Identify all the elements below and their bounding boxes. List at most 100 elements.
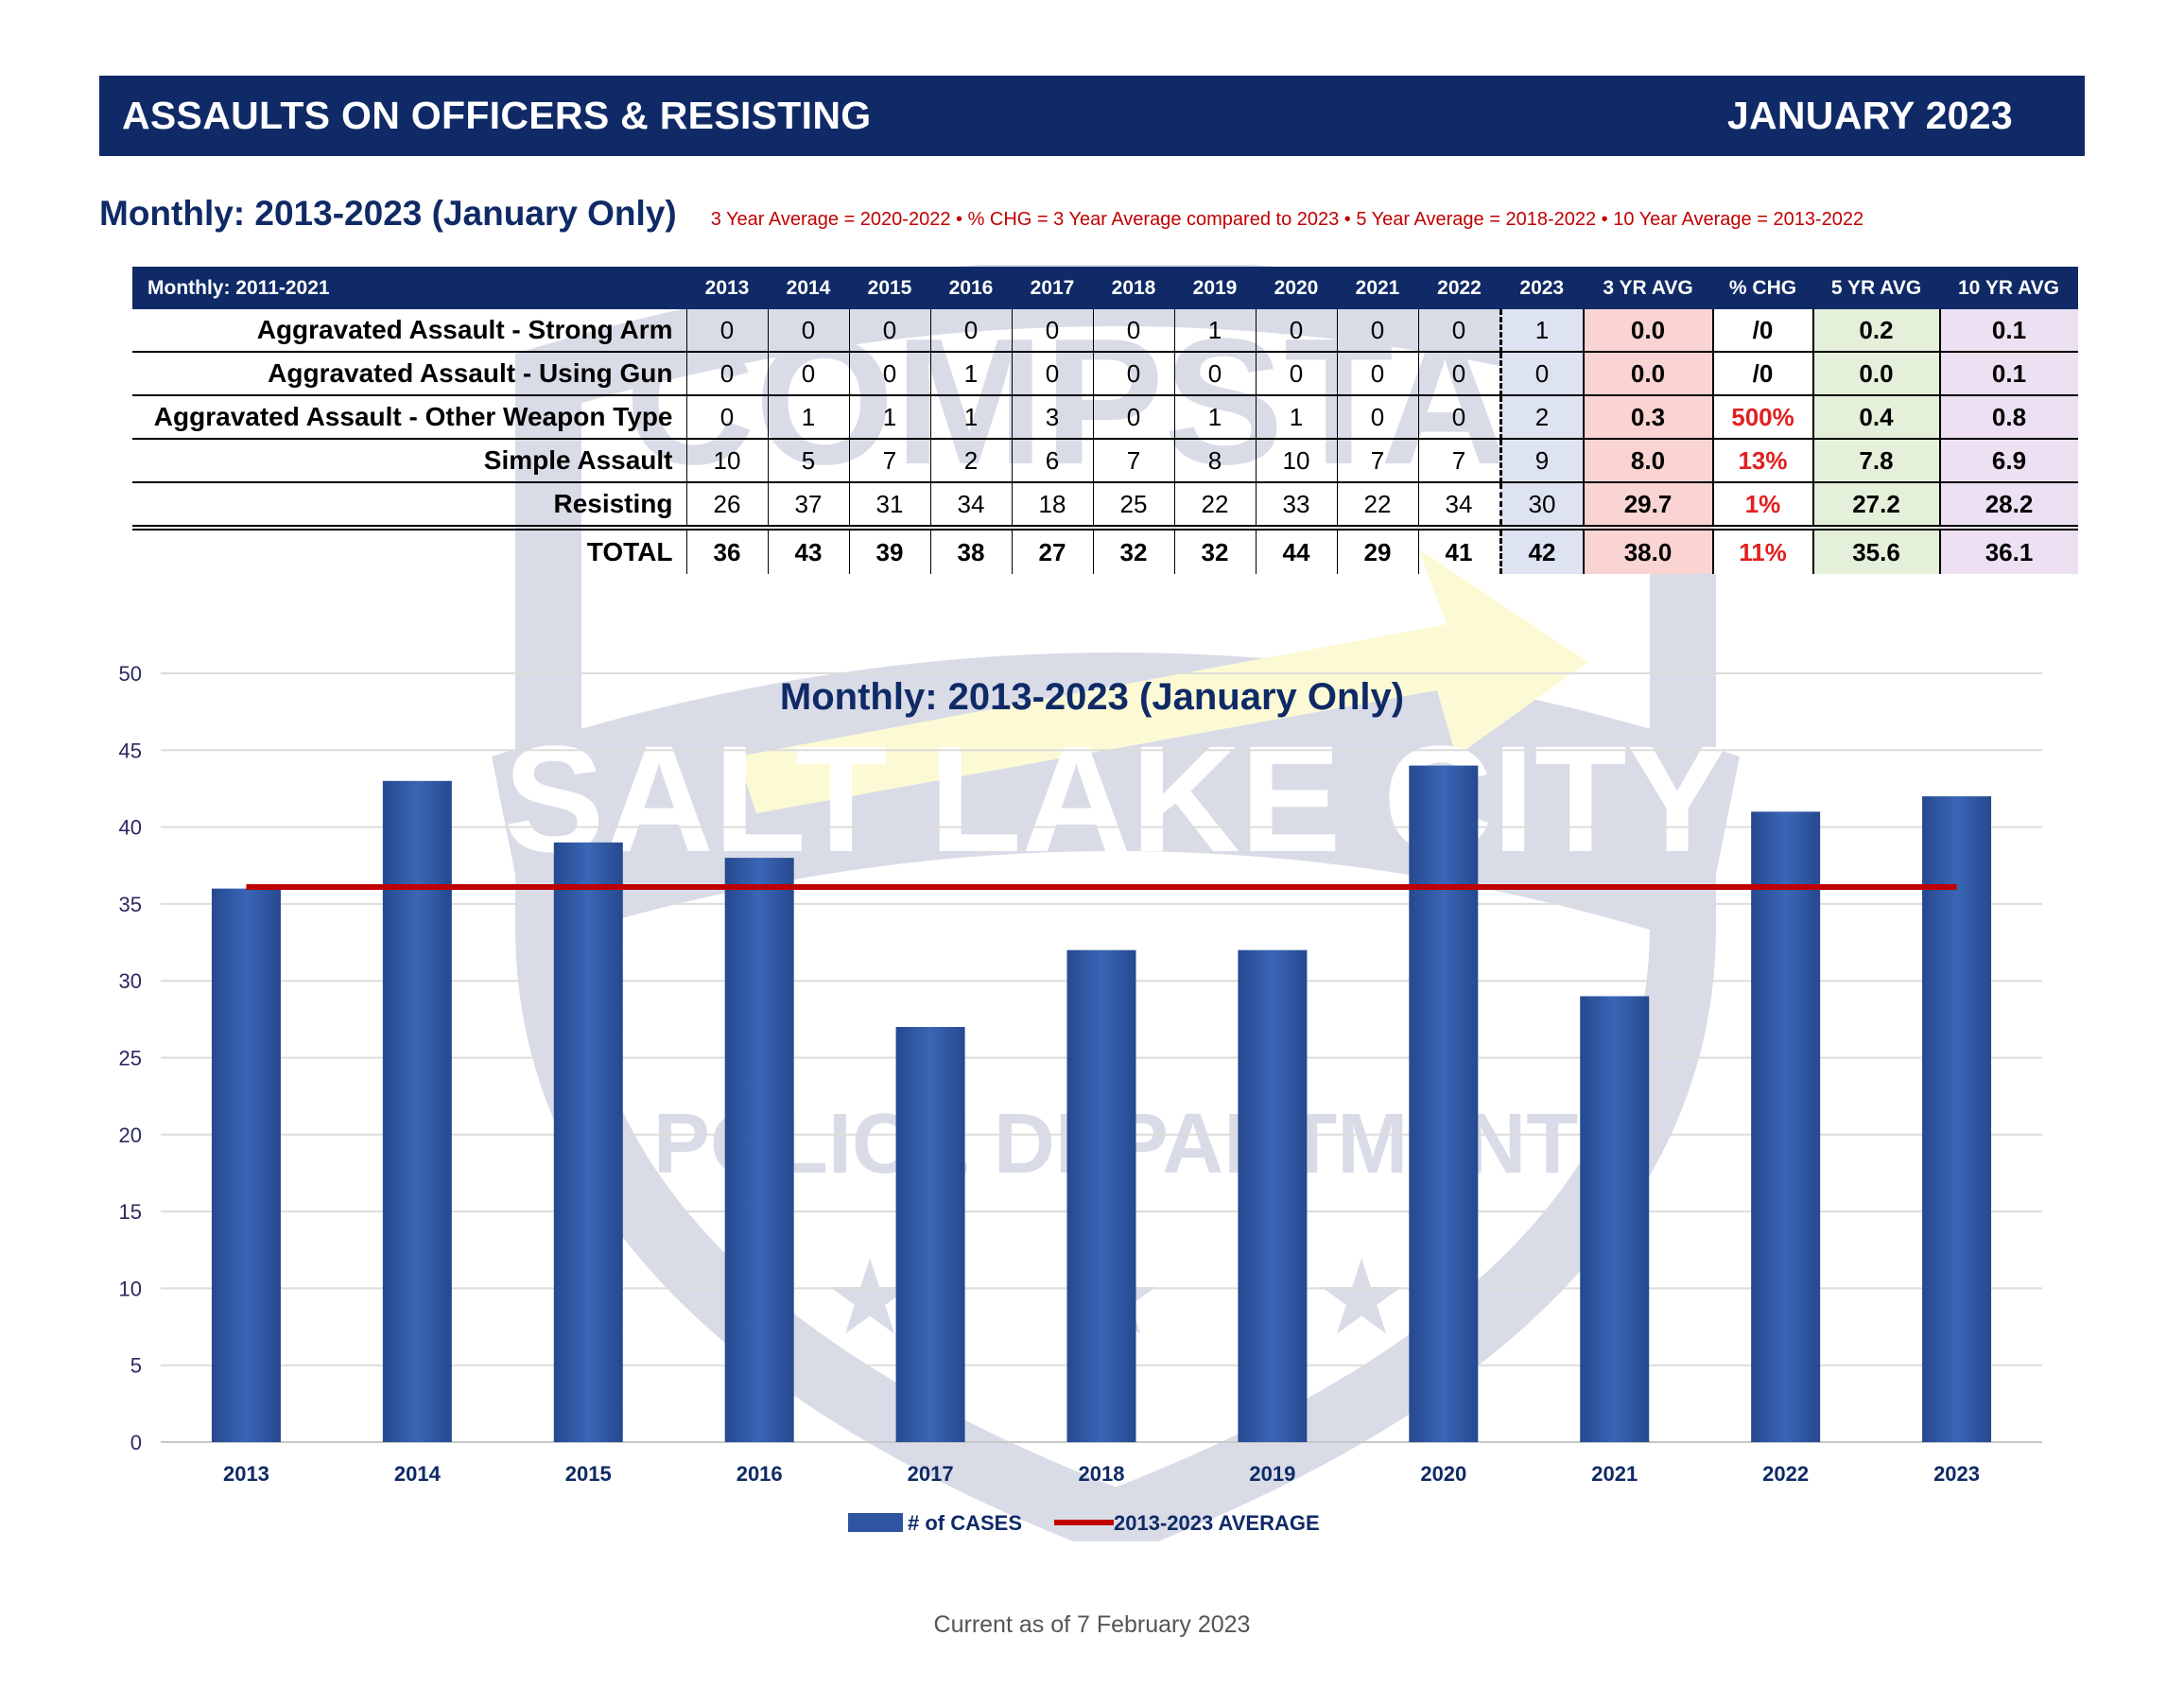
- year-value-cell: 31: [848, 482, 930, 529]
- three-year-average-cell: 8.0: [1582, 439, 1713, 483]
- year-value-cell: 9: [1499, 439, 1584, 483]
- three-year-average-cell: 0.3: [1582, 395, 1713, 440]
- y-tick-label: 25: [119, 1047, 142, 1070]
- year-value-cell: 3: [1011, 395, 1093, 440]
- row-label: Aggravated Assault - Using Gun: [132, 352, 686, 396]
- table-row-header: Monthly: 2011-2021: [132, 267, 686, 309]
- y-tick-label: 0: [130, 1431, 142, 1454]
- table-row: Aggravated Assault - Other Weapon Type 0 1…: [132, 395, 2078, 440]
- year-value-cell: 7: [1092, 439, 1174, 483]
- bar-chart: 0 5 10 15 20 25 30 35 40 45 50 Monthly: 2013-2023 (…: [119, 662, 2042, 1535]
- year-value-cell: 0: [1255, 352, 1337, 396]
- legend-swatch-cases: [848, 1513, 903, 1532]
- x-tick-label: 2014: [394, 1462, 442, 1486]
- year-value-cell: 0: [1173, 352, 1256, 396]
- x-tick-label: 2021: [1591, 1462, 1638, 1486]
- report-title: ASSAULTS ON OFFICERS & RESISTING: [122, 94, 872, 137]
- y-tick-label: 5: [130, 1354, 142, 1378]
- x-tick-label: 2016: [737, 1462, 783, 1486]
- five-year-average-cell: 0.4: [1811, 395, 1940, 440]
- total-row: TOTAL 36 43 39 38 27 32 32 44 29 41 42 38.0 11% 35.6 36…: [132, 525, 2078, 574]
- year-value-cell: 0: [1417, 352, 1500, 396]
- footer-date: Current as of 7 February 2023: [933, 1611, 1251, 1638]
- five-year-average-cell: 35.6: [1811, 525, 1940, 574]
- year-value-cell: 0: [767, 352, 849, 396]
- y-tick-label: 35: [119, 893, 142, 916]
- year-value-cell: 0: [1417, 309, 1500, 353]
- year-value-cell: 10: [685, 439, 768, 483]
- year-value-cell: 10: [1255, 439, 1337, 483]
- bar: [1409, 765, 1479, 1442]
- bar: [382, 780, 452, 1442]
- year-value-cell: 41: [1417, 525, 1500, 574]
- ten-year-average-cell: 0.1: [1938, 352, 2078, 396]
- percent-change-cell: 13%: [1711, 439, 1813, 483]
- y-tick-label: 30: [119, 969, 142, 993]
- bar: [553, 842, 623, 1442]
- year-value-cell: 5: [767, 439, 849, 483]
- year-value-cell: 7: [1336, 439, 1418, 483]
- year-value-cell: 34: [1417, 482, 1500, 529]
- column-header: 2021: [1337, 267, 1418, 309]
- averages-note: 3 Year Average = 2020-2022 • % CHG = 3 Y…: [710, 209, 1864, 230]
- year-value-cell: 1: [1255, 395, 1337, 440]
- column-header: 2015: [849, 267, 930, 309]
- percent-change-cell: 500%: [1711, 395, 1813, 440]
- ten-year-average-cell: 28.2: [1938, 482, 2078, 529]
- year-value-cell: 1: [1173, 395, 1256, 440]
- column-header: 2014: [768, 267, 849, 309]
- row-label: Aggravated Assault - Strong Arm: [132, 309, 686, 353]
- year-value-cell: 36: [685, 525, 768, 574]
- percent-change-cell: 11%: [1711, 525, 1813, 574]
- column-header: 2023: [1500, 267, 1584, 309]
- year-value-cell: 0: [1011, 352, 1093, 396]
- year-value-cell: 0: [1092, 352, 1174, 396]
- three-year-average-cell: 0.0: [1582, 352, 1713, 396]
- year-value-cell: 25: [1092, 482, 1174, 529]
- year-value-cell: 0: [685, 395, 768, 440]
- year-value-cell: 42: [1499, 525, 1584, 574]
- column-header: 2020: [1256, 267, 1337, 309]
- column-header: 5 YR AVG: [1812, 267, 1940, 309]
- bar: [895, 1026, 965, 1442]
- year-value-cell: 32: [1173, 525, 1256, 574]
- bar: [1922, 796, 1992, 1442]
- five-year-average-cell: 27.2: [1811, 482, 1940, 529]
- year-value-cell: 2: [1499, 395, 1584, 440]
- percent-change-cell: 1%: [1711, 482, 1813, 529]
- ten-year-average-cell: 0.1: [1938, 309, 2078, 353]
- legend-label-average: 2013-2023 AVERAGE: [1114, 1511, 1320, 1535]
- table-header-row: Monthly: 2011-2021 2013 2014 2015 2016 2017 20…: [132, 267, 2078, 309]
- year-value-cell: 27: [1011, 525, 1093, 574]
- report-period: JANUARY 2023: [1726, 94, 2013, 137]
- year-value-cell: 6: [1011, 439, 1093, 483]
- y-tick-label: 15: [119, 1200, 142, 1224]
- year-value-cell: 0: [1092, 309, 1174, 353]
- year-value-cell: 0: [929, 309, 1012, 353]
- year-value-cell: 44: [1255, 525, 1337, 574]
- bar: [1751, 811, 1821, 1442]
- row-label: Resisting: [132, 482, 686, 529]
- chart-title: Monthly: 2013-2023 (January Only): [780, 676, 1404, 718]
- year-value-cell: 0: [1336, 352, 1418, 396]
- three-year-average-cell: 38.0: [1582, 525, 1713, 574]
- y-tick-label: 40: [119, 816, 142, 840]
- row-label: Simple Assault: [132, 439, 686, 483]
- year-value-cell: 7: [848, 439, 930, 483]
- bar: [211, 888, 281, 1442]
- table-row: Resisting 26 37 31 34 18 25 22 33 22 34 30 29.7 1% 27.…: [132, 482, 2078, 529]
- column-header: 2022: [1418, 267, 1500, 309]
- year-value-cell: 22: [1173, 482, 1256, 529]
- percent-change-cell: /0: [1711, 309, 1813, 353]
- year-value-cell: 32: [1092, 525, 1174, 574]
- x-tick-label: 2013: [223, 1462, 269, 1486]
- x-tick-label: 2017: [908, 1462, 954, 1486]
- x-tick-label: 2020: [1420, 1462, 1466, 1486]
- year-value-cell: 0: [848, 309, 930, 353]
- table-row: Aggravated Assault - Using Gun 0 0 0 1 0 0 0 0 0 0…: [132, 352, 2078, 396]
- column-header: 2019: [1174, 267, 1256, 309]
- column-header: 2016: [930, 267, 1012, 309]
- year-value-cell: 0: [1417, 395, 1500, 440]
- table-row: Aggravated Assault - Strong Arm 0 0 0 0 0 0 1 0 0…: [132, 309, 2078, 353]
- year-value-cell: 0: [1092, 395, 1174, 440]
